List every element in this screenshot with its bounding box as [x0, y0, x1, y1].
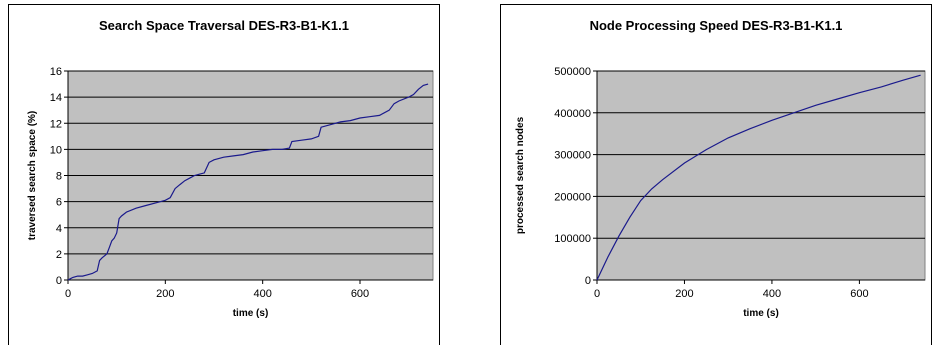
- right-chart-ylabel: processed search nodes: [515, 116, 526, 234]
- right-chart-ytick-label: 0: [585, 275, 591, 287]
- left-chart-xtick-label: 200: [156, 288, 174, 300]
- chart-right-frame: Node Processing Speed DES-R3-B1-K1.1 0 100…: [500, 4, 932, 345]
- left-chart-title: Search Space Traversal DES-R3-B1-K1.1: [99, 18, 349, 33]
- left-chart-series-line: [67, 83, 429, 281]
- chart-left-frame: Search Space Traversal DES-R3-B1-K1.1 0 2 4…: [8, 4, 440, 345]
- right-chart-series-line: [596, 74, 921, 281]
- left-chart-xtick-label: 400: [253, 288, 271, 300]
- left-chart-ytick-label: 8: [56, 171, 62, 183]
- right-chart-xtick-label: 0: [594, 288, 600, 300]
- left-chart-ytick-label: 12: [50, 118, 62, 130]
- left-chart-xlabel: time (s): [233, 308, 269, 319]
- left-chart-ytick-label: 10: [50, 144, 62, 156]
- right-chart-xtick-label: 400: [763, 288, 781, 300]
- left-chart-ytick-label: 4: [56, 223, 62, 235]
- right-chart-xtick-label: 200: [675, 288, 693, 300]
- right-chart-ytick-label: 300000: [554, 150, 591, 162]
- right-chart-xlabel: time (s): [743, 308, 779, 319]
- left-chart-ytick-label: 14: [50, 92, 62, 104]
- right-chart-ytick-label: 200000: [554, 191, 591, 203]
- chart-right-svg: Node Processing Speed DES-R3-B1-K1.1 0 100…: [515, 18, 926, 319]
- chart-left-svg: Search Space Traversal DES-R3-B1-K1.1 0 2 4…: [27, 18, 434, 319]
- left-chart-ytick-label: 16: [50, 66, 62, 78]
- right-chart-ytick-label: 400000: [554, 108, 591, 120]
- left-chart-ylabel: traversed search space (%): [27, 111, 38, 241]
- right-chart-ytick-label: 100000: [554, 233, 591, 245]
- right-chart-ytick-label: 500000: [554, 66, 591, 78]
- left-chart-xtick-label: 0: [65, 288, 71, 300]
- left-chart-xtick-label: 600: [351, 288, 369, 300]
- right-chart-title: Node Processing Speed DES-R3-B1-K1.1: [590, 18, 843, 33]
- right-chart-xtick-label: 600: [850, 288, 868, 300]
- left-chart-ytick-label: 6: [56, 197, 62, 209]
- right-chart-plot-area: [596, 70, 926, 281]
- left-chart-ytick-label: 0: [56, 275, 62, 287]
- left-chart-ytick-label: 2: [56, 249, 62, 261]
